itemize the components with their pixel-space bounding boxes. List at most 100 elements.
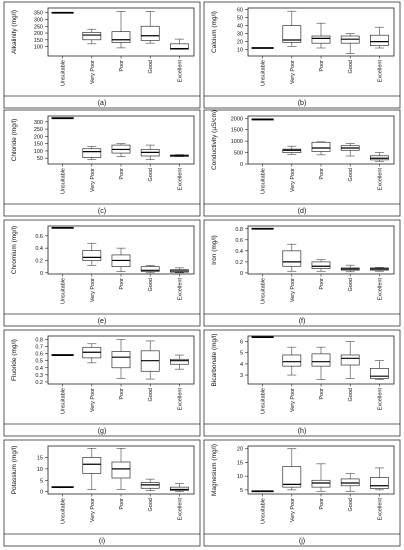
- y-tick-label: 0.8: [35, 338, 43, 344]
- x-tick-label: Poor: [319, 60, 325, 72]
- panel-frame: [3, 439, 201, 547]
- y-tick-label: 250: [34, 127, 43, 133]
- box: [311, 353, 331, 367]
- x-tick-label: Unsuitable: [61, 60, 67, 86]
- panel-label: (f): [299, 318, 306, 325]
- box: [369, 477, 389, 489]
- x-tick-label: Unsuitable: [61, 168, 67, 194]
- x-tick-label: Very Poor: [290, 388, 296, 412]
- panel-frame: [203, 219, 401, 327]
- x-tick-label: Very Poor: [90, 60, 96, 84]
- box: [111, 31, 131, 43]
- x-tick-label: Unsuitable: [261, 498, 267, 524]
- y-tick-label: 1000: [231, 139, 243, 145]
- y-tick-label: 10: [237, 474, 243, 480]
- y-axis-label: Fluoride (mg/l): [11, 339, 18, 381]
- y-tick-label: 40: [237, 24, 243, 30]
- y-tick-label: 0.2: [235, 260, 243, 266]
- x-tick-label: Poor: [119, 60, 125, 72]
- x-tick-label: Poor: [319, 388, 325, 400]
- x-tick-label: Poor: [119, 168, 125, 180]
- y-axis-label: Magnesium (mg/l): [211, 444, 218, 496]
- x-tick-label: Excellent: [177, 278, 183, 301]
- x-tick-label: Excellent: [177, 168, 183, 191]
- x-tick-label: Excellent: [177, 60, 183, 83]
- x-tick-label: Poor: [119, 498, 125, 510]
- panel-label: (j): [299, 538, 305, 545]
- x-tick-label: Very Poor: [290, 168, 296, 192]
- box: [169, 43, 189, 50]
- y-tick-label: 0.5: [35, 359, 43, 365]
- y-tick-label: 5: [40, 478, 43, 484]
- y-tick-label: 0.4: [235, 249, 243, 255]
- x-tick-label: Very Poor: [290, 278, 296, 302]
- x-tick-label: Poor: [319, 278, 325, 290]
- y-tick-label: 20: [237, 40, 243, 46]
- panel-label: (c): [98, 208, 106, 215]
- x-tick-label: Good: [348, 498, 354, 511]
- x-tick-label: Unsuitable: [261, 388, 267, 414]
- y-tick-label: 10: [37, 467, 43, 473]
- box: [140, 266, 160, 272]
- box: [82, 148, 102, 158]
- x-tick-label: Poor: [319, 168, 325, 180]
- y-tick-label: 0: [40, 271, 43, 277]
- x-tick-label: Poor: [319, 498, 325, 510]
- y-tick-label: 100: [34, 149, 43, 155]
- box: [111, 461, 131, 479]
- y-tick-label: 500: [234, 151, 243, 157]
- x-tick-label: Good: [348, 168, 354, 181]
- panel-frame: [3, 1, 201, 109]
- y-tick-label: 3: [240, 373, 243, 379]
- y-axis-label: Alkalinity (mg/l): [11, 10, 18, 54]
- x-tick-label: Unsuitable: [261, 60, 267, 86]
- y-axis-label: Iron (mg/l): [211, 235, 218, 265]
- y-tick-label: 0.6: [35, 234, 43, 240]
- box: [369, 368, 389, 379]
- y-tick-label: 15: [237, 460, 243, 466]
- panel-frame: [203, 329, 401, 437]
- box: [140, 25, 160, 41]
- y-tick-label: 0.3: [35, 373, 43, 379]
- box: [169, 358, 189, 365]
- box: [340, 478, 360, 487]
- x-tick-label: Very Poor: [290, 60, 296, 84]
- y-tick-label: 0.8: [235, 227, 243, 233]
- x-tick-label: Excellent: [377, 388, 383, 411]
- x-tick-label: Good: [148, 388, 154, 401]
- x-tick-label: Good: [148, 278, 154, 291]
- box: [82, 31, 102, 41]
- y-tick-label: 2000: [231, 116, 243, 122]
- x-tick-label: Unsuitable: [61, 278, 67, 304]
- x-tick-label: Unsuitable: [61, 498, 67, 524]
- y-tick-label: 350: [34, 11, 43, 17]
- box: [111, 351, 131, 369]
- y-tick-label: 15: [37, 455, 43, 461]
- y-tick-label: 4: [240, 362, 243, 368]
- box: [311, 35, 331, 44]
- y-tick-label: 250: [34, 24, 43, 30]
- x-tick-label: Good: [348, 278, 354, 291]
- panel-label: (h): [298, 428, 307, 435]
- x-tick-label: Unsuitable: [261, 278, 267, 304]
- panel-label: (g): [98, 428, 107, 435]
- panel-frame: [3, 109, 201, 217]
- y-tick-label: 0.4: [35, 366, 43, 372]
- x-tick-label: Good: [348, 60, 354, 73]
- x-tick-label: Excellent: [377, 278, 383, 301]
- y-tick-label: 5: [240, 488, 243, 494]
- x-tick-label: Very Poor: [90, 498, 96, 522]
- x-tick-label: Good: [348, 388, 354, 401]
- x-tick-label: Good: [148, 60, 154, 73]
- y-axis-label: Chloride (mg/l): [11, 119, 18, 162]
- y-tick-label: 6: [240, 340, 243, 346]
- box: [340, 354, 360, 366]
- x-tick-label: Poor: [119, 388, 125, 400]
- y-tick-label: 0: [40, 490, 43, 496]
- y-tick-label: 150: [34, 38, 43, 44]
- y-tick-label: 60: [237, 8, 243, 14]
- x-tick-label: Excellent: [177, 388, 183, 411]
- y-tick-label: 50: [37, 156, 43, 162]
- y-axis-label: Bicarbonate (mg/l): [211, 333, 218, 386]
